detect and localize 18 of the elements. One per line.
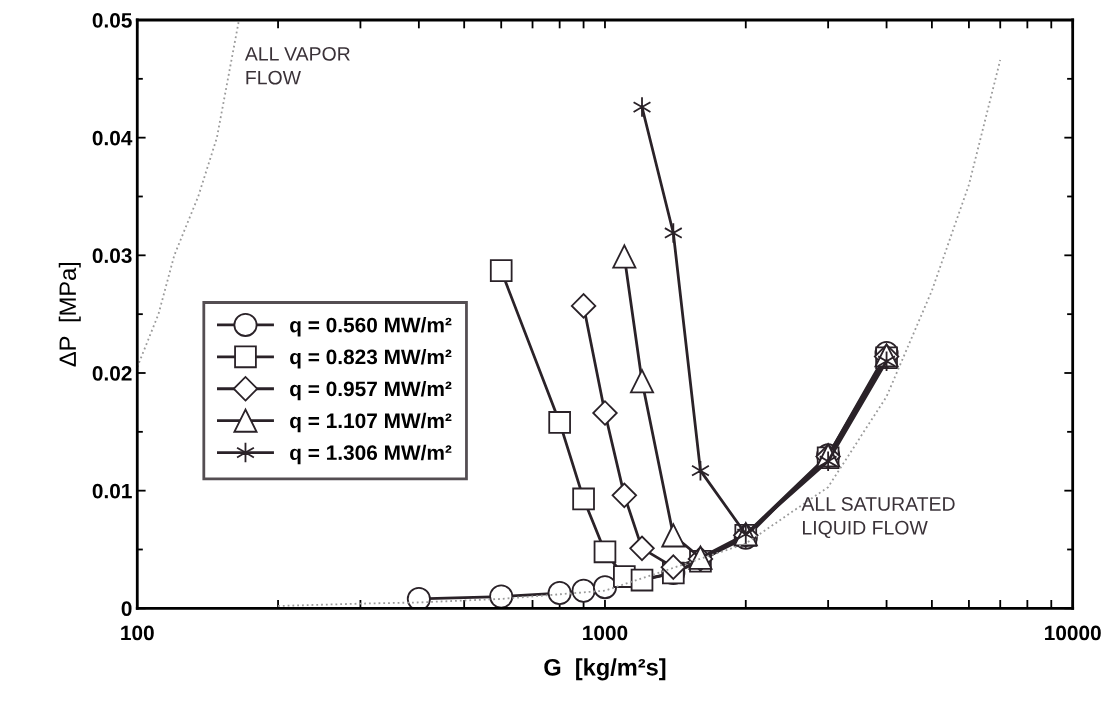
y-tick-label: 0.03 — [92, 248, 132, 264]
y-axis-title: ΔP [MPa] — [58, 262, 81, 367]
x-tick-label: 1000 — [583, 625, 628, 641]
x-tick-label: 10000 — [1045, 625, 1101, 641]
x-tick-label: 100 — [121, 625, 154, 641]
y-tick-label: 0.05 — [92, 12, 132, 28]
legend-label: q = 1.306 MW/m² — [290, 444, 452, 465]
legend-label: q = 0.823 MW/m² — [290, 349, 452, 369]
x-axis-title: G [kg/m²s] — [544, 658, 666, 681]
y-tick-label: 0.04 — [92, 130, 133, 146]
legend-label: q = 1.107 MW/m² — [290, 412, 452, 433]
annotation: ALL SATURATED LIQUID FLOW — [801, 497, 955, 539]
y-tick-label: 0 — [121, 601, 132, 617]
legend-label: q = 0.560 MW/m² — [290, 317, 452, 337]
annotation: ALL VAPOR FLOW — [244, 46, 350, 85]
y-tick-label: 0.01 — [92, 483, 132, 499]
legend-label: q = 0.957 MW/m² — [290, 380, 452, 401]
y-tick-label: 0.02 — [92, 365, 132, 381]
